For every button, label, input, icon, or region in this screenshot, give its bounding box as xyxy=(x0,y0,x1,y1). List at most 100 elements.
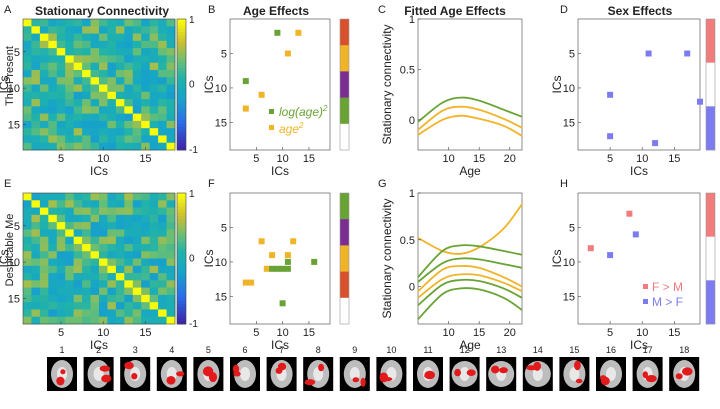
heatmap-cell xyxy=(56,19,66,27)
colorbar-tick-min: -1 xyxy=(189,319,198,330)
heatmap-cell xyxy=(124,84,134,93)
heatmap-cell xyxy=(39,287,49,296)
heatmap-cell xyxy=(166,62,176,71)
scatter-point xyxy=(242,105,249,112)
heatmap-cell xyxy=(23,84,32,93)
brain-activation xyxy=(642,371,648,379)
heatmap-cell xyxy=(124,106,134,115)
x-tick-label: 10 xyxy=(636,153,648,165)
heatmap-cell xyxy=(31,309,41,318)
heatmap-cell xyxy=(90,77,100,85)
heatmap-cell xyxy=(149,113,159,122)
heatmap-cell xyxy=(158,287,167,296)
heatmap-cell xyxy=(23,287,32,296)
heatmap-cell xyxy=(132,229,142,238)
brain-number: 1 xyxy=(59,345,64,355)
heatmap-cell xyxy=(56,258,66,267)
heatmap-cell xyxy=(158,62,167,71)
heatmap-cell xyxy=(107,258,117,267)
heatmap-cell xyxy=(141,120,151,129)
heatmap-cell xyxy=(141,142,151,151)
heatmap-cell xyxy=(73,236,83,245)
heatmap-cell xyxy=(39,19,49,27)
y-tick-label: 1 xyxy=(409,14,415,26)
scatter-point xyxy=(274,29,281,36)
heatmap-cell xyxy=(149,135,159,144)
heatmap-cell xyxy=(99,91,108,100)
brain-number: 8 xyxy=(316,345,321,355)
heatmap-cell xyxy=(39,113,49,122)
heatmap-cell xyxy=(141,265,151,274)
heatmap-cell xyxy=(124,229,134,238)
brain-activation xyxy=(675,373,683,380)
heatmap-cell xyxy=(99,243,108,252)
heatmap-cell xyxy=(124,40,134,49)
heatmap-cell xyxy=(39,142,49,151)
heatmap-cell xyxy=(23,91,32,100)
heatmap-cell xyxy=(141,222,151,230)
heatmap-cell xyxy=(107,207,117,216)
heatmap-cell xyxy=(65,229,75,238)
heatmap-cell xyxy=(141,207,151,216)
heatmap-cell xyxy=(65,48,75,56)
heatmap-cell xyxy=(65,84,75,93)
heatmap-cell xyxy=(115,200,125,208)
heatmap-cell xyxy=(56,236,66,245)
heatmap-cell xyxy=(65,113,75,122)
heatmap-cell xyxy=(99,287,108,296)
legend-log-age: log(age)2 xyxy=(279,104,328,119)
heatmap-cell xyxy=(158,99,167,107)
heatmap-cell xyxy=(107,193,117,201)
heatmap-cell xyxy=(158,84,167,93)
scatter-point xyxy=(258,91,265,98)
heatmap-cell xyxy=(39,294,49,303)
y-tick-label: 10 xyxy=(8,257,20,269)
brain-number: 16 xyxy=(606,345,616,355)
heatmap-cell xyxy=(48,77,58,85)
heatmap-cell xyxy=(124,236,134,245)
scatter-point xyxy=(284,258,291,265)
x-tick-label: 5 xyxy=(253,153,259,165)
heatmap-cell xyxy=(158,207,167,216)
heatmap-cell xyxy=(82,142,91,151)
heatmap-cell xyxy=(149,33,159,42)
heatmap-cell xyxy=(23,214,32,223)
colorbar-segment xyxy=(177,61,186,66)
heatmap-cell xyxy=(149,106,159,115)
heatmap-cell xyxy=(48,316,58,325)
heatmap-cell xyxy=(158,316,167,325)
heatmap-cell xyxy=(48,273,58,281)
colorbar-tick-zero: 0 xyxy=(189,254,195,265)
panel-F-age-effects: 5 10 15 5 10 15 ICs ICs xyxy=(202,192,350,352)
heatmap-cell xyxy=(107,33,117,42)
heatmap-cell xyxy=(158,214,167,223)
heatmap-cell xyxy=(124,69,134,78)
heatmap-cell xyxy=(23,236,32,245)
heatmap-cell xyxy=(115,236,125,245)
heatmap-cell xyxy=(107,287,117,296)
heatmap-cell xyxy=(158,280,167,289)
x-tick-label: 20 xyxy=(504,327,516,339)
heatmap-cell xyxy=(107,19,117,27)
heatmap-cell xyxy=(90,113,100,122)
heatmap-cell xyxy=(73,106,83,115)
heatmap-cell xyxy=(31,40,41,49)
heatmap-cell xyxy=(132,222,142,230)
heatmap-cell xyxy=(166,251,176,259)
heatmap-frame xyxy=(22,192,176,325)
heatmap-cell xyxy=(31,287,41,296)
heatmap-cell xyxy=(48,91,58,100)
title-D: Sex Effects xyxy=(608,4,673,18)
heatmap-cell xyxy=(65,273,75,281)
row-label-despicable: Despicable Me xyxy=(4,214,16,287)
heatmap-cell xyxy=(23,62,32,71)
colorbar-segment xyxy=(177,281,186,286)
colorbar-segment xyxy=(177,258,186,263)
heatmap-cell xyxy=(65,200,75,208)
heatmap-cell xyxy=(82,302,91,310)
heatmap-cell xyxy=(56,229,66,238)
heatmap-cell xyxy=(23,193,32,201)
brain-number: 11 xyxy=(423,345,432,355)
scatter-point xyxy=(632,231,639,238)
heatmap-cell xyxy=(56,142,66,151)
